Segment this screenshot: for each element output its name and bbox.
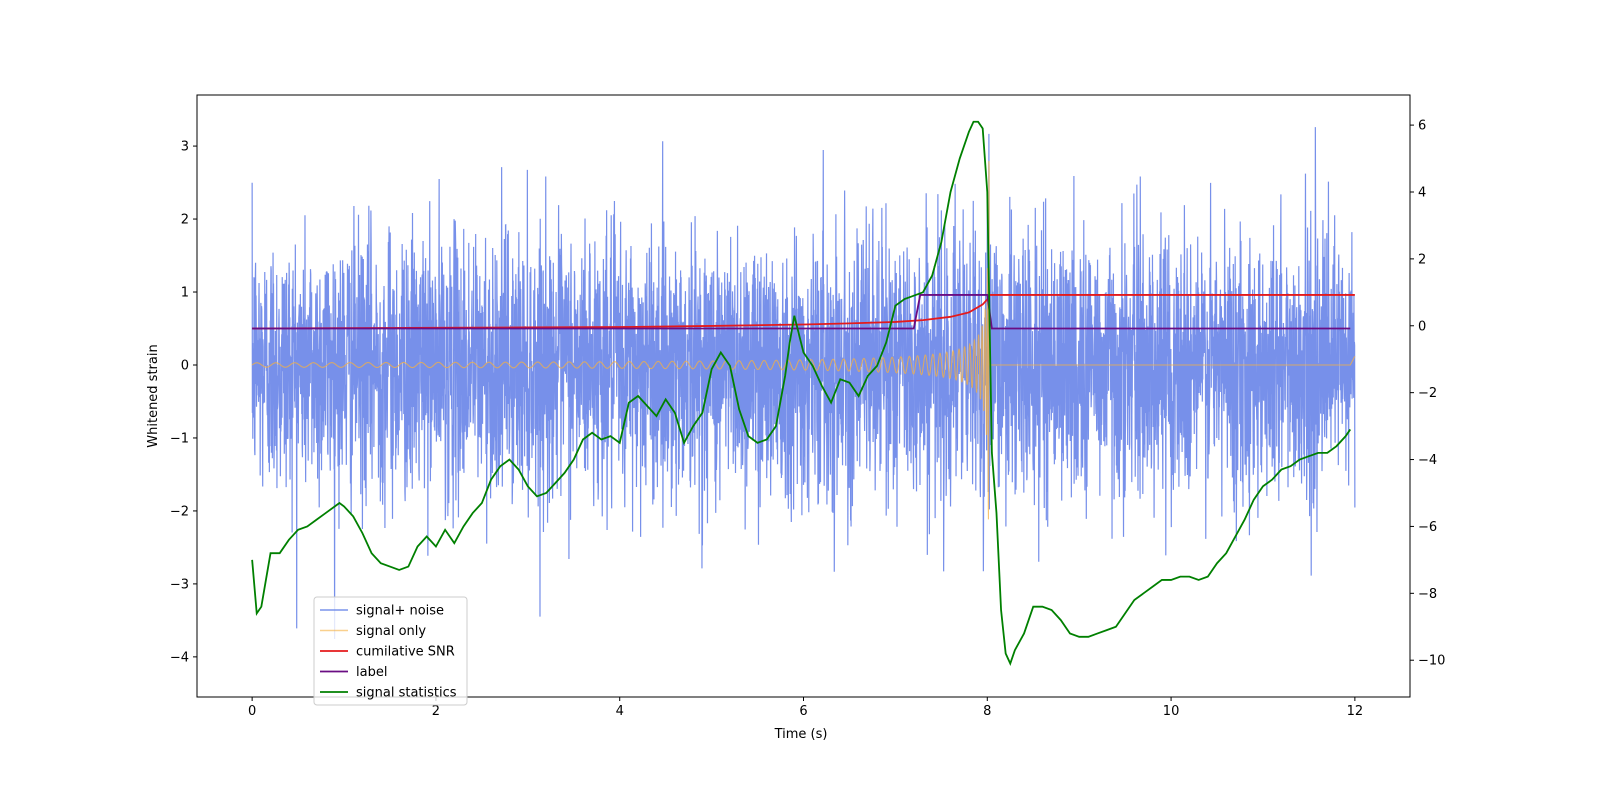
x-tick-label: 4 — [616, 704, 624, 719]
x-tick-label: 0 — [248, 704, 256, 719]
y2-tick-label: 0 — [1418, 319, 1426, 334]
legend-label: cumilative SNR — [356, 645, 455, 660]
y2-tick-label: 2 — [1418, 252, 1426, 267]
y-tick-label: −1 — [170, 431, 189, 446]
y2-tick-label: 6 — [1418, 119, 1426, 134]
y-axis-right: −10 −8 −6 −4 −2 0 2 4 6 — [1410, 119, 1445, 669]
y-axis-left: −4 −3 −2 −1 0 1 2 3 — [170, 140, 197, 665]
y-tick-label: −2 — [170, 504, 189, 519]
x-tick-label: 10 — [1163, 704, 1180, 719]
x-tick-label: 2 — [432, 704, 440, 719]
y-axis-label: Whitened strain — [146, 344, 161, 447]
series-signal-statistics — [251, 120, 1352, 666]
y-tick-label: 1 — [181, 286, 189, 301]
series-layer — [251, 120, 1356, 666]
x-tick-label: 6 — [799, 704, 807, 719]
y2-tick-label: −8 — [1418, 587, 1437, 602]
series-label — [252, 294, 1351, 330]
x-tick-label: 12 — [1347, 704, 1364, 719]
y2-tick-label: 4 — [1418, 185, 1426, 200]
x-tick-label: 8 — [983, 704, 991, 719]
y2-tick-label: −10 — [1418, 654, 1445, 669]
legend-label: label — [356, 665, 387, 680]
y-tick-label: 2 — [181, 213, 189, 228]
x-axis-label: Time (s) — [774, 727, 828, 742]
legend-label: signal statistics — [356, 686, 457, 701]
y-tick-label: 0 — [181, 358, 189, 373]
y2-tick-label: −4 — [1418, 453, 1437, 468]
y2-tick-label: −2 — [1418, 386, 1437, 401]
y-tick-label: 3 — [181, 140, 189, 155]
y-tick-label: −4 — [170, 650, 189, 665]
legend-label: signal only — [356, 624, 426, 639]
series-cumulative-snr — [252, 294, 1355, 330]
legend-label: signal+ noise — [356, 604, 444, 619]
y-tick-label: −3 — [170, 577, 189, 592]
legend-box — [313, 596, 468, 706]
series-signal-only — [251, 161, 1356, 520]
legend: signal+ noise signal only cumilative SNR la… — [313, 596, 468, 706]
y2-tick-label: −6 — [1418, 520, 1437, 535]
